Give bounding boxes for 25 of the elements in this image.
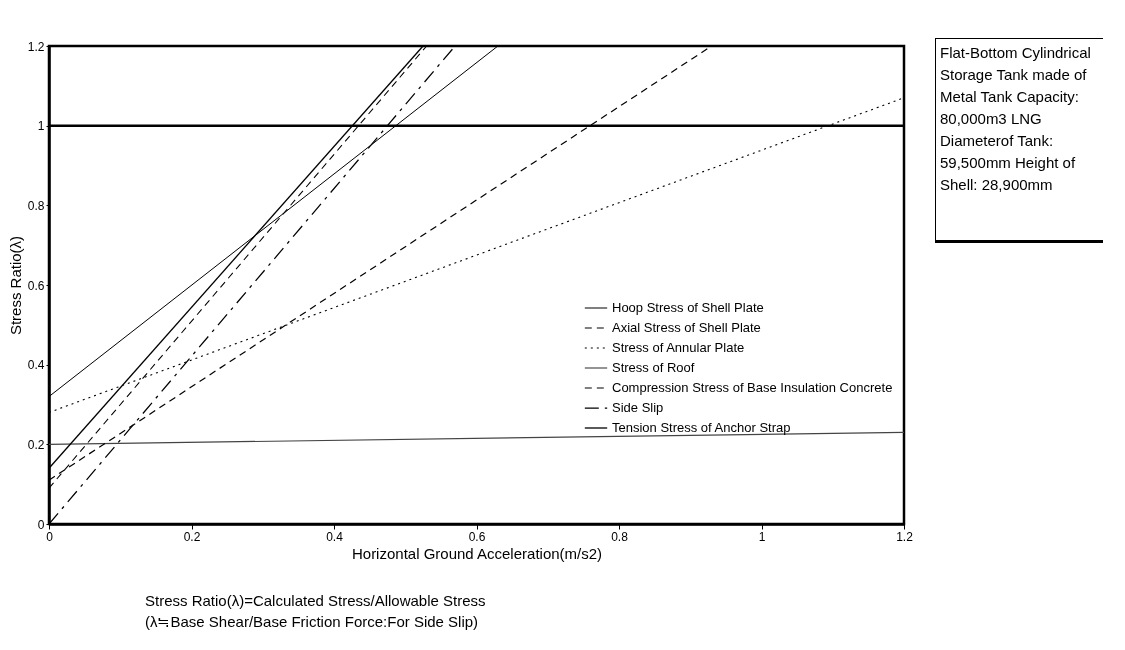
y-tick-label: 0.2 <box>27 437 45 452</box>
text: Flat-Bottom Cylindrical Storage Tank made of Metal Tank Capacity: 80,000m3 LNG Diameterof Tank: 59,500mm Height of Shell: 28,900mm <box>935 38 1103 243</box>
legend-label: Hoop Stress of Shell Plate <box>612 300 764 315</box>
y-tick-label: 0.6 <box>27 278 45 293</box>
text: (λ≒Base Shear/Base Friction Force:For Side Slip) <box>145 612 480 632</box>
x-tick-label: 1.2 <box>896 529 914 544</box>
y-tick-label: 1 <box>37 119 45 134</box>
y-tick-label: 0 <box>37 517 45 532</box>
y-tick-label: 1.2 <box>27 39 45 54</box>
x-tick-label: 0.4 <box>326 529 344 544</box>
legend-label: Side Slip <box>612 400 664 415</box>
x-tick-label: 1 <box>758 529 766 544</box>
y-tick-label: 0.8 <box>27 198 45 213</box>
legend-label: Tension Stress of Anchor Strap <box>612 420 791 435</box>
legend-label: Stress of Annular Plate <box>612 340 745 355</box>
x-tick-label: 0.6 <box>468 529 486 544</box>
legend-label: Compression Stress of Base Insulation Concrete <box>612 380 893 395</box>
x-axis-title: Horizontal Ground Acceleration(m/s2) <box>351 544 603 562</box>
legend-label: Stress of Roof <box>612 360 695 375</box>
x-tick-label: 0.2 <box>183 529 201 544</box>
text: Stress Ratio(λ)=Calculated Stress/Allowable Stress <box>145 591 486 611</box>
y-axis-title: Stress Ratio(λ) <box>6 235 24 336</box>
x-tick-label: 0.8 <box>611 529 629 544</box>
legend-label: Axial Stress of Shell Plate <box>612 320 761 335</box>
y-tick-label: 0.4 <box>27 358 45 373</box>
